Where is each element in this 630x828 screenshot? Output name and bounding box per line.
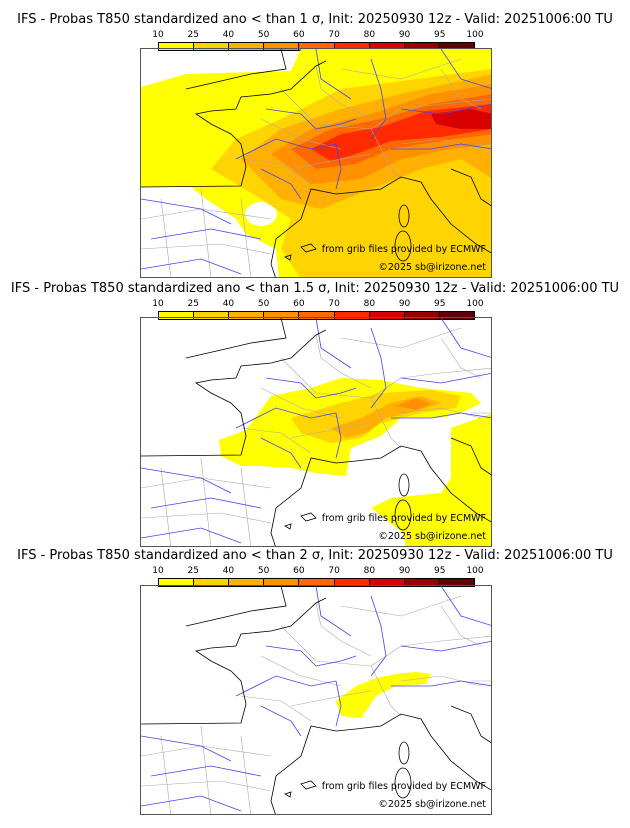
panel-2-sigma: IFS - Probas T850 standardized ano < tha…	[0, 548, 630, 818]
prob-50	[396, 398, 431, 410]
colorbar-tick-label: 95	[434, 566, 446, 576]
colorbar-segment	[404, 579, 440, 586]
prob-80	[431, 109, 491, 129]
colorbar-tick-label: 10	[152, 566, 164, 576]
colorbar-segment	[264, 579, 300, 586]
copyright-credit: ©2025 sb@irizone.net	[378, 531, 486, 542]
colorbar-tick-label: 80	[363, 566, 376, 576]
colorbar-segment	[194, 43, 230, 50]
colorbar-segment	[369, 579, 405, 586]
probability-map: from grib files provided by ECMWF ©2025 …	[140, 585, 492, 815]
colorbar-tick-label: 90	[398, 566, 411, 576]
data-source-credit: from grib files provided by ECMWF	[321, 244, 486, 255]
panel-1-5-sigma: IFS - Probas T850 standardized ano < tha…	[0, 281, 630, 551]
colorbar-tick-label: 80	[363, 30, 376, 40]
data-source-credit: from grib files provided by ECMWF	[321, 781, 486, 792]
colorbar-segment	[334, 43, 370, 50]
colorbar-tick-label: 100	[466, 299, 484, 309]
colorbar-tick-label: 10	[152, 299, 164, 309]
colorbar-tick-label: 25	[187, 299, 199, 309]
colorbar-segment	[194, 579, 230, 586]
map-svg	[141, 318, 491, 546]
colorbar-segment	[229, 43, 265, 50]
colorbar-tick-label: 40	[222, 30, 235, 40]
colorbar-tick-label: 70	[328, 299, 340, 309]
colorbar-segment	[404, 43, 440, 50]
colorbar-tick-label: 95	[434, 299, 446, 309]
colorbar-ticks: 10 25 40 50 60 70 80 90 95 100	[152, 30, 483, 42]
map-svg	[141, 586, 491, 814]
colorbar-segment	[229, 312, 265, 319]
colorbar-segment	[264, 312, 300, 319]
map-svg	[141, 49, 491, 277]
colorbar-tick-label: 70	[328, 30, 340, 40]
copyright-credit: ©2025 sb@irizone.net	[378, 799, 486, 810]
colorbar-tick-label: 80	[363, 299, 376, 309]
colorbar-segment	[334, 312, 370, 319]
colorbar-tick-label: 25	[187, 30, 199, 40]
colorbar-tick-label: 50	[257, 566, 270, 576]
colorbar-tick-label: 60	[293, 566, 305, 576]
colorbar-ticks: 10 25 40 50 60 70 80 90 95 100	[152, 299, 483, 311]
colorbar-segment	[369, 312, 405, 319]
colorbar-tick-label: 50	[257, 299, 270, 309]
colorbar-tick-label: 90	[398, 30, 411, 40]
panel-1-sigma: IFS - Probas T850 standardized ano < tha…	[0, 12, 630, 282]
colorbar-tick-label: 10	[152, 30, 164, 40]
colorbar-tick-label: 95	[434, 30, 446, 40]
data-source-credit: from grib files provided by ECMWF	[321, 513, 486, 524]
colorbar-tick-label: 25	[187, 566, 199, 576]
colorbar-tick-label: 90	[398, 299, 411, 309]
panel-title: IFS - Probas T850 standardized ano < tha…	[17, 548, 613, 563]
colorbar-ticks: 10 25 40 50 60 70 80 90 95 100	[152, 566, 483, 578]
probability-map: from grib files provided by ECMWF ©2025 …	[140, 48, 492, 278]
prob-10	[336, 672, 431, 718]
colorbar-tick-label: 70	[328, 566, 340, 576]
colorbar-segment	[334, 579, 370, 586]
colorbar-tick-label: 40	[222, 566, 235, 576]
colorbar-segment	[404, 312, 440, 319]
colorbar-segment	[439, 43, 474, 50]
colorbar-segment	[264, 43, 300, 50]
panel-title: IFS - Probas T850 standardized ano < tha…	[10, 281, 620, 296]
hole	[245, 202, 277, 226]
prob-10-south	[371, 413, 491, 546]
copyright-credit: ©2025 sb@irizone.net	[378, 262, 486, 273]
probability-map: from grib files provided by ECMWF ©2025 …	[140, 317, 492, 547]
colorbar-segment	[159, 579, 195, 586]
colorbar-tick-label: 40	[222, 299, 235, 309]
colorbar-segment	[439, 312, 474, 319]
colorbar-segment	[299, 579, 335, 586]
colorbar-segment	[299, 312, 335, 319]
colorbar-tick-label: 60	[293, 30, 305, 40]
colorbar-segment	[194, 312, 230, 319]
colorbar	[158, 578, 475, 587]
colorbar-segment	[439, 579, 474, 586]
colorbar-tick-label: 50	[257, 30, 270, 40]
colorbar-segment	[159, 43, 195, 50]
colorbar-segment	[369, 43, 405, 50]
panel-title: IFS - Probas T850 standardized ano < tha…	[17, 12, 613, 27]
colorbar-segment	[299, 43, 335, 50]
colorbar-tick-label: 60	[293, 299, 305, 309]
colorbar-segment	[229, 579, 265, 586]
colorbar-tick-label: 100	[466, 566, 484, 576]
colorbar-tick-label: 100	[466, 30, 484, 40]
colorbar-segment	[159, 312, 195, 319]
